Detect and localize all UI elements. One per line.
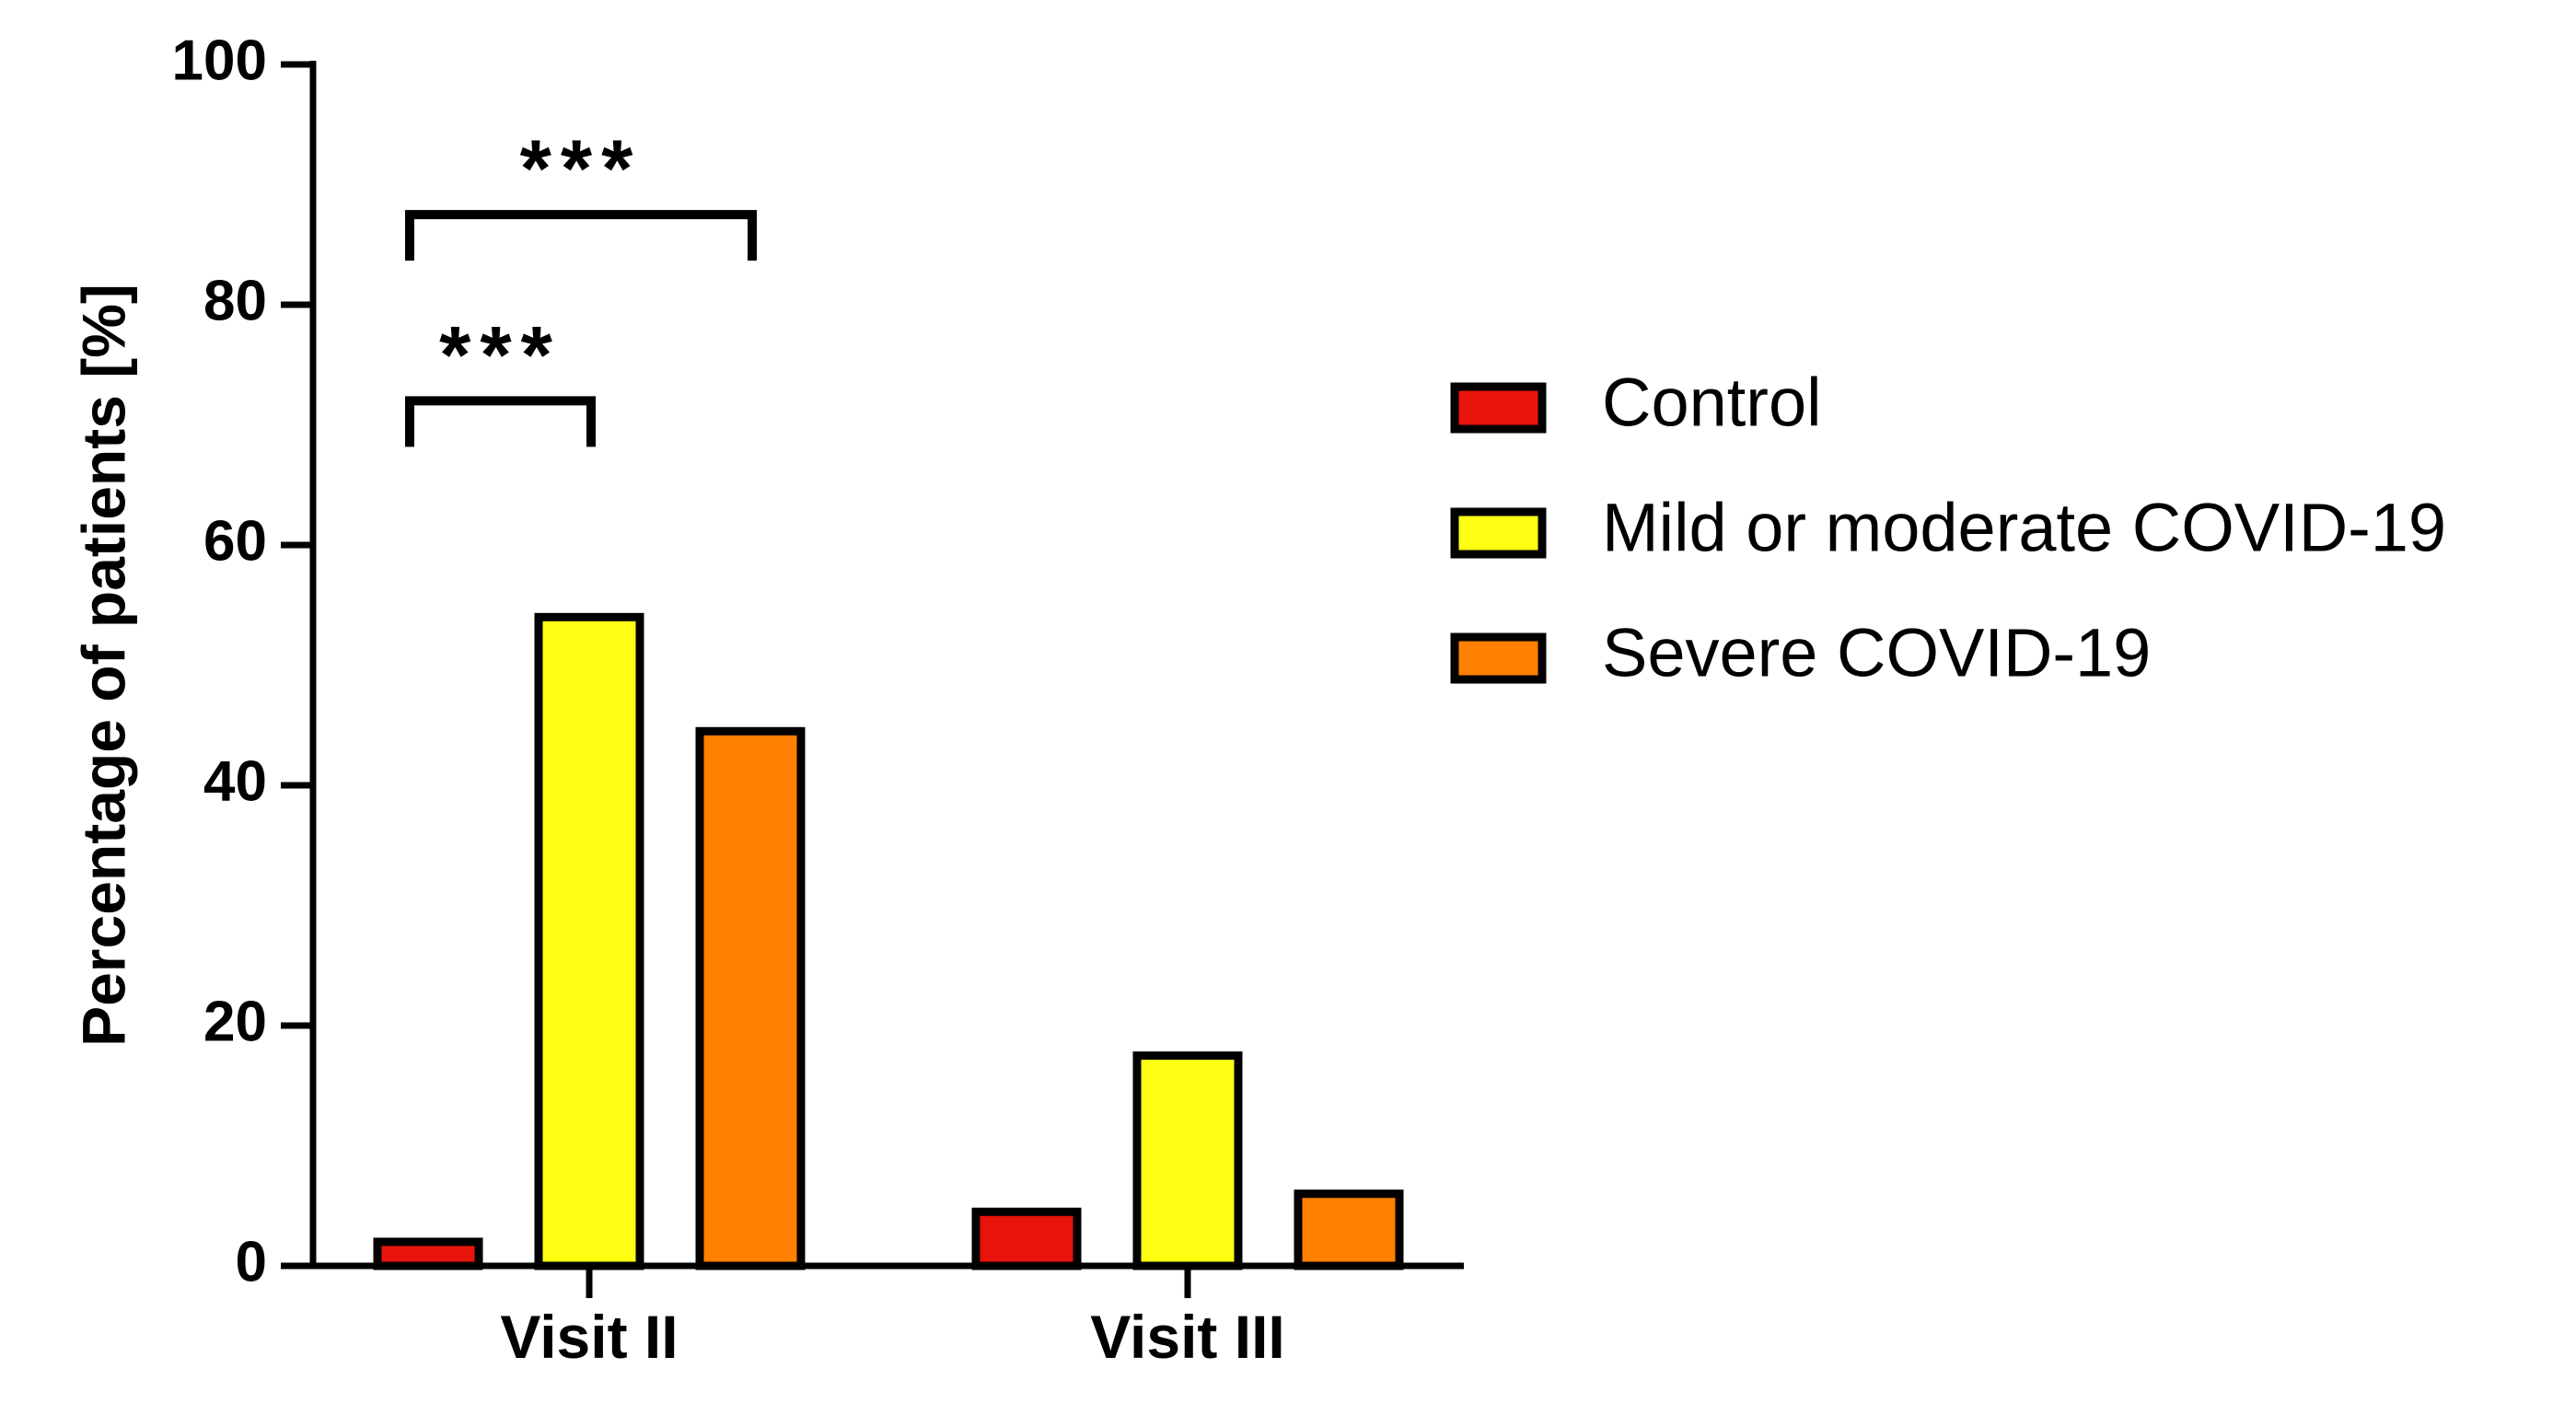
legend-label: Severe COVID-19	[1602, 615, 2151, 691]
significance-label: ***	[439, 308, 562, 400]
bar	[1294, 1189, 1404, 1270]
significance-annotations: *** ***	[405, 122, 757, 447]
legend-swatch	[1450, 382, 1547, 434]
y-tick-label: 100	[172, 29, 267, 92]
x-tick-label: Visit III	[1090, 1303, 1285, 1371]
y-tick-label: 60	[203, 509, 267, 573]
legend: Control Mild or moderate COVID-19 Severe C…	[1450, 365, 2446, 691]
bars	[373, 612, 1404, 1270]
axes: 0 20 40 60 80 100 Percentage of patients [%] Vi…	[69, 29, 1464, 1371]
y-tick-label: 20	[203, 990, 267, 1053]
y-axis-title: Percentage of patients [%]	[69, 284, 137, 1047]
legend-swatch	[1450, 507, 1547, 559]
bar	[1132, 1051, 1243, 1270]
significance-bracket	[405, 210, 757, 261]
significance-bracket	[405, 396, 596, 447]
legend-swatch	[1450, 632, 1547, 684]
y-tick-label: 0	[236, 1230, 267, 1293]
bar	[534, 612, 644, 1270]
bar	[373, 1237, 483, 1270]
significance-label: ***	[520, 122, 643, 214]
bar	[971, 1207, 1082, 1270]
x-tick-label: Visit II	[500, 1303, 678, 1371]
legend-label: Control	[1602, 365, 1822, 441]
legend-label: Mild or moderate COVID-19	[1602, 490, 2446, 566]
y-tick-label: 40	[203, 749, 267, 813]
y-tick-label: 80	[203, 269, 267, 332]
bar	[695, 726, 806, 1270]
